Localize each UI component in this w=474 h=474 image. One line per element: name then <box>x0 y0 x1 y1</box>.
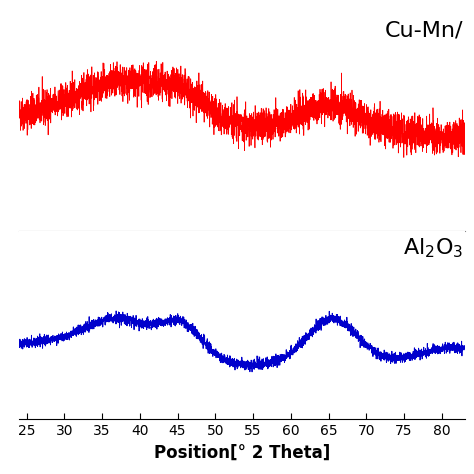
Text: Al$_2$O$_3$: Al$_2$O$_3$ <box>403 237 464 260</box>
X-axis label: Position[° 2 Theta]: Position[° 2 Theta] <box>154 444 330 462</box>
Text: Cu-Mn/: Cu-Mn/ <box>385 21 464 41</box>
